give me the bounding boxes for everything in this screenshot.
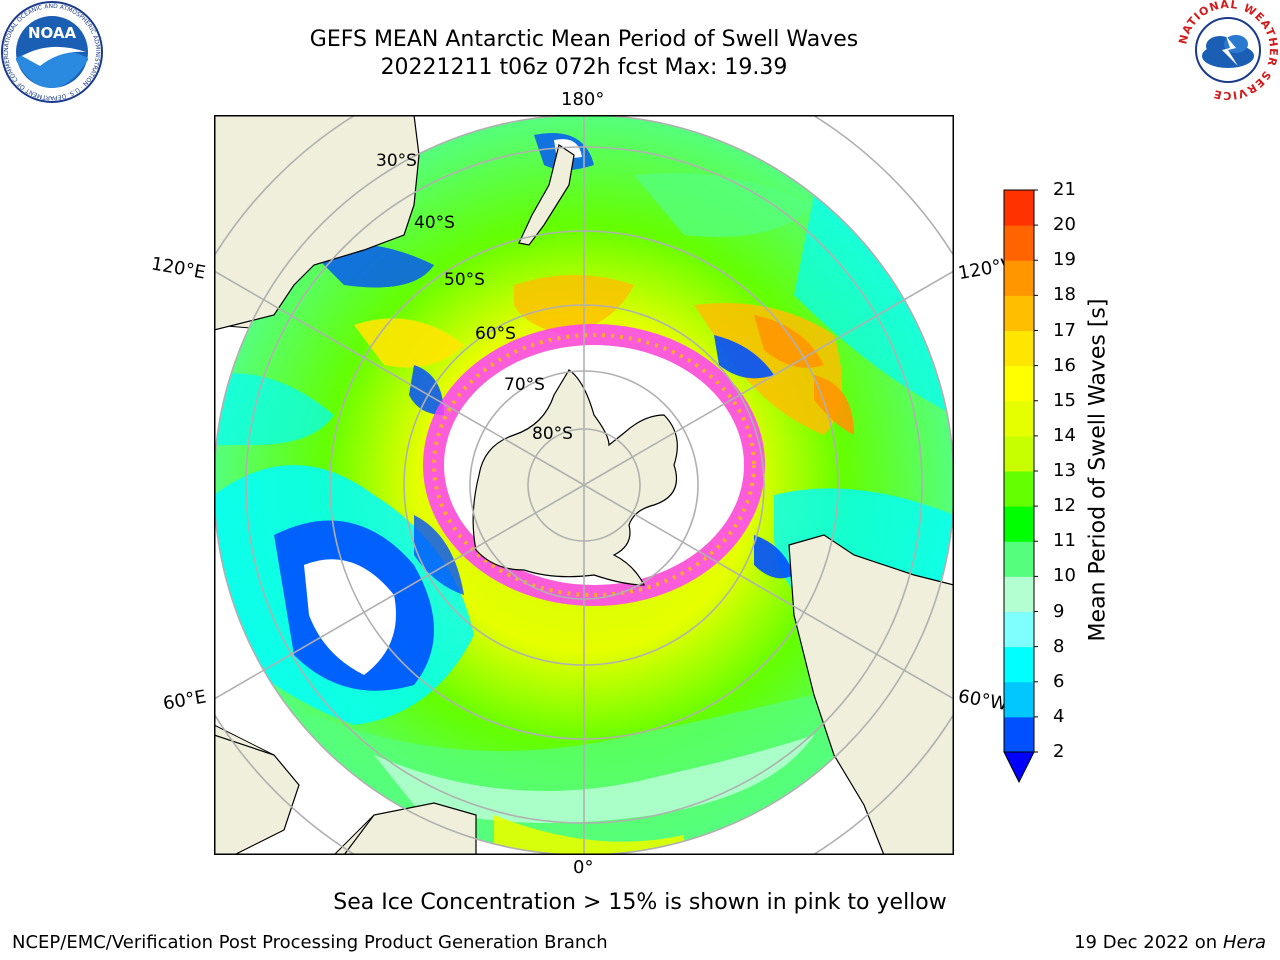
new-zealand [518, 144, 575, 246]
colorbar-segment [1004, 190, 1034, 226]
colorbar-segment [1004, 400, 1034, 437]
colorbar-tick-label: 9 [1053, 600, 1065, 622]
svg-text:NOAA: NOAA [28, 24, 77, 42]
map-frame [213, 114, 955, 856]
colorbar-segment [1004, 506, 1034, 542]
lon-label-0: 0° [573, 857, 594, 878]
colorbar-tick-label: 15 [1053, 389, 1076, 411]
colorbar-segment [1004, 716, 1034, 753]
colorbar-segment [1004, 681, 1034, 718]
colorbar-label: Mean Period of Swell Waves [s] [1085, 298, 1111, 642]
credit-text: NCEP/EMC/Verification Post Processing Pr… [12, 932, 608, 953]
nws-logo: NATIONAL WEATHER SERVICE [1176, 0, 1280, 104]
lon-label-120e: 120°E [149, 253, 208, 284]
lat-label-60s: 60°S [475, 324, 516, 344]
noaa-logo: NATIONAL OCEANIC AND ATMOSPHERIC ADMINIS… [0, 0, 104, 108]
colorbar-tick-label: 13 [1053, 460, 1076, 481]
colorbar-segment [1004, 330, 1034, 367]
colorbar-segment [1004, 576, 1034, 612]
colorbar-segment [1004, 260, 1034, 296]
lon-label-180: 180° [561, 89, 605, 110]
colorbar-tick-label: 17 [1053, 319, 1076, 341]
polar-map-svg [148, 49, 1020, 921]
colorbar-tick-label: 14 [1053, 424, 1076, 446]
colorbar-segment [1004, 225, 1034, 261]
colorbar-segment [1004, 435, 1034, 472]
lat-label-50s: 50°S [444, 270, 485, 290]
colorbar-tick-label: 4 [1053, 705, 1065, 727]
footer-machine: Hera [1222, 932, 1266, 953]
sea-ice-caption: Sea Ice Concentration > 15% is shown in … [333, 890, 947, 915]
colorbar-segment [1004, 295, 1034, 331]
colorbar-extend-triangle [1003, 751, 1035, 784]
colorbar-segment [1004, 541, 1034, 577]
lat-label-70s: 70°S [504, 375, 545, 395]
colorbar [1000, 186, 1040, 790]
lat-label-80s: 80°S [532, 424, 573, 444]
colorbar-tick-label: 20 [1053, 214, 1076, 236]
colorbar-segment [1004, 471, 1034, 507]
colorbar-tick-label: 2 [1053, 741, 1065, 762]
colorbar-tick-label: 19 [1053, 249, 1076, 271]
colorbar-tick-label: 21 [1053, 179, 1076, 200]
lon-label-60e: 60°E [161, 686, 208, 715]
footer-date: 19 Dec 2022 on Hera [1074, 932, 1266, 953]
australia [213, 114, 420, 331]
colorbar-tick-label: 12 [1053, 495, 1076, 517]
colorbar-tick-label: 16 [1053, 354, 1076, 376]
colorbar-tick-label: 6 [1053, 670, 1065, 692]
colorbar-tick-label: 10 [1053, 565, 1076, 587]
chart-title: GEFS MEAN Antarctic Mean Period of Swell… [309, 27, 859, 52]
colorbar-tick-label: 18 [1053, 284, 1076, 306]
footer-date-text: 19 Dec 2022 on [1074, 932, 1218, 953]
lat-label-40s: 40°S [414, 213, 455, 233]
colorbar-segment [1004, 611, 1034, 648]
colorbar-svg [1003, 189, 1040, 784]
colorbar-segment [1004, 646, 1034, 683]
colorbar-segment [1004, 365, 1034, 402]
antarctica [472, 369, 678, 586]
lat-label-30s: 30°S [376, 151, 417, 171]
polar-map: 30°S 40°S 50°S 60°S 70°S 80°S [148, 49, 1020, 921]
colorbar-tick-label: 11 [1053, 530, 1076, 552]
colorbar-tick-label: 8 [1053, 635, 1065, 657]
chart-subtitle: 20221211 t06z 072h fcst Max: 19.39 [380, 55, 788, 80]
